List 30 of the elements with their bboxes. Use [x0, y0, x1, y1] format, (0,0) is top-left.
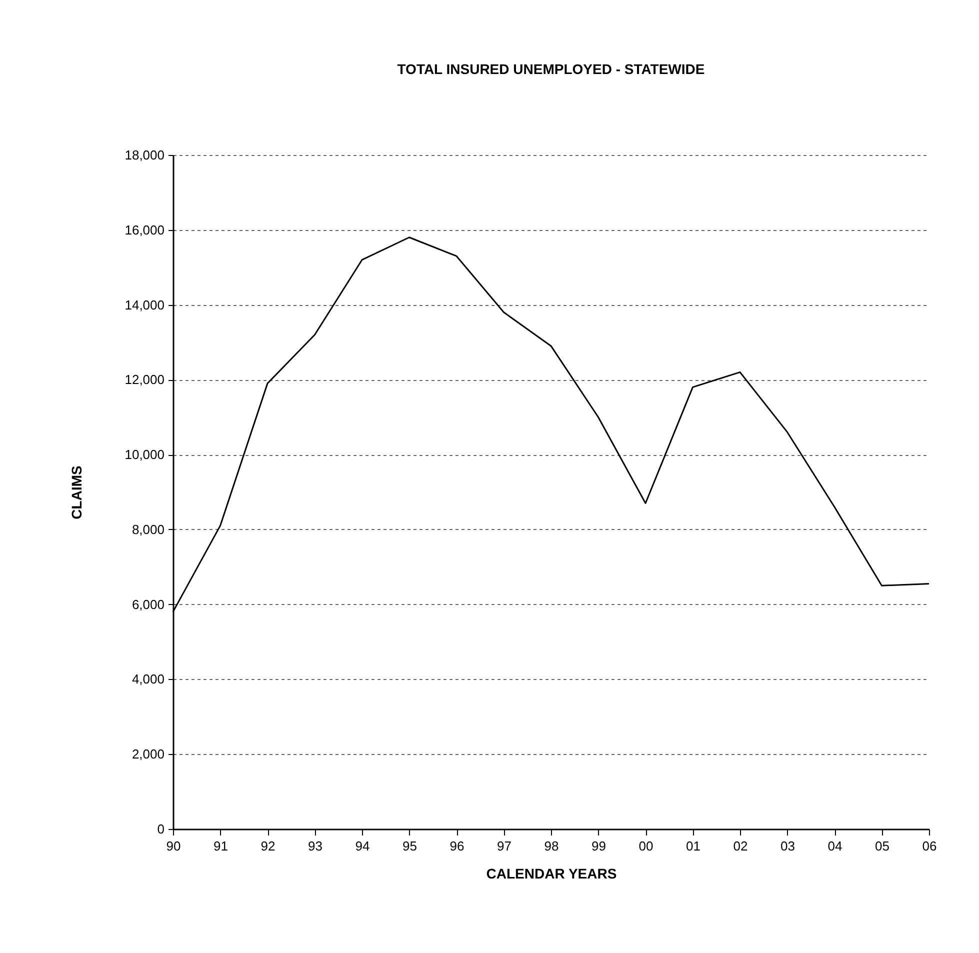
- x-tick-label: 05: [875, 838, 890, 854]
- x-axis-title: CALENDAR YEARS: [486, 866, 617, 882]
- y-tick-label: 6,000: [132, 596, 164, 612]
- x-tick-label: 91: [214, 838, 228, 854]
- x-tick-label: 06: [922, 838, 937, 854]
- x-tick-label: 94: [355, 838, 370, 854]
- y-tick-label: 18,000: [124, 148, 164, 162]
- x-tick-label: 00: [638, 838, 654, 854]
- y-tick-label: 12,000: [124, 372, 164, 388]
- x-tick-label: 93: [308, 838, 322, 854]
- chart-title: TOTAL INSURED UNEMPLOYED - STATEWIDE: [397, 61, 705, 77]
- x-tick-label: 96: [450, 838, 464, 854]
- x-tick-label: 90: [166, 838, 181, 854]
- x-tick-label: 98: [544, 838, 559, 854]
- x-tick-label: 95: [402, 838, 417, 854]
- x-tick-label: 04: [828, 838, 842, 854]
- y-tick-label: 8,000: [132, 522, 164, 537]
- x-tick-label: 03: [780, 838, 795, 854]
- x-tick-label: 99: [592, 838, 606, 854]
- y-tick-label: 16,000: [124, 222, 164, 238]
- y-tick-label: 14,000: [124, 297, 164, 312]
- y-axis-title: CLAIMS: [68, 466, 85, 520]
- y-tick-label: 0: [157, 822, 164, 836]
- x-tick-label: 02: [733, 838, 748, 854]
- x-tick-label: 01: [686, 838, 700, 854]
- x-tick-label: 92: [260, 838, 276, 854]
- y-tick-label: 10,000: [124, 447, 164, 462]
- x-tick-label: 97: [497, 838, 512, 854]
- y-tick-label: 2,000: [132, 746, 164, 762]
- y-tick-label: 4,000: [132, 672, 164, 687]
